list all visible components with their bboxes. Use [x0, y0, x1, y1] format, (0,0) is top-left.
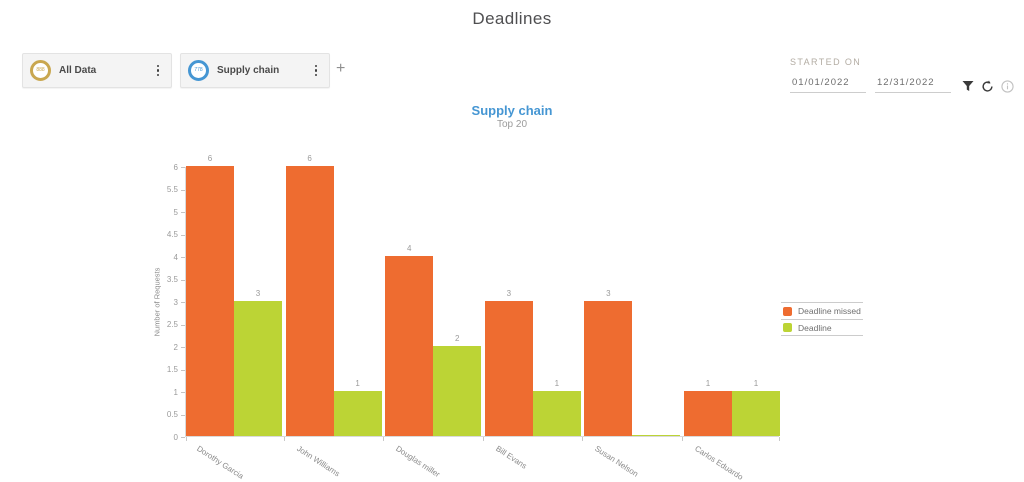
y-axis-tick-mark: [181, 437, 185, 438]
kebab-menu-icon[interactable]: [152, 62, 165, 80]
y-axis-tick-label: 3.5: [166, 275, 178, 284]
x-axis-category-label: Susan Nelson: [593, 444, 641, 479]
y-axis-tick-label: 1.5: [166, 365, 178, 374]
bar-value-label: 4: [406, 244, 412, 253]
filter-card-label: All Data: [59, 65, 97, 76]
bar-chart-plot: 6 3 Dorothy Garcia 6 1 John Williams 4 2 Douglas…: [185, 154, 780, 482]
end-date-input[interactable]: [875, 77, 951, 93]
legend-item-label: Deadline missed: [798, 306, 861, 316]
y-axis-tick-label: 1: [173, 387, 178, 397]
page-title: Deadlines: [472, 9, 552, 28]
bar-deadline[interactable]: [234, 301, 282, 436]
bar-value-label: 3: [606, 289, 611, 298]
y-axis-tick-label: 0.5: [166, 410, 178, 419]
y-axis-tick-label: 4.5: [166, 230, 178, 239]
bar-deadline[interactable]: [433, 346, 482, 436]
legend-item[interactable]: Deadline: [781, 319, 863, 336]
y-axis-tick-label: 0: [173, 432, 178, 442]
refresh-icon[interactable]: [981, 80, 994, 93]
all-data-count-donut: 888: [30, 60, 51, 81]
x-axis-tick-mark: [283, 437, 285, 441]
x-axis-category-label: Douglas miller: [394, 444, 442, 480]
filter-funnel-icon[interactable]: [962, 80, 974, 92]
bar-value-label: 3: [506, 289, 512, 298]
filter-card-supply-chain[interactable]: 778 Supply chain: [180, 53, 330, 88]
x-axis-tick-mark: [682, 437, 683, 441]
x-axis-category-label: Bill Evans: [493, 444, 529, 471]
legend-swatch: [783, 306, 792, 316]
supply-chain-count-donut: 778: [188, 60, 209, 81]
y-axis-tick-label: 3: [173, 297, 178, 307]
bar-value-label: 1: [705, 379, 711, 388]
x-axis-tick-mark: [779, 437, 780, 441]
y-axis-tick-mark: [181, 392, 185, 393]
bar-deadline[interactable]: [532, 391, 581, 436]
y-axis-tick-mark: [181, 212, 185, 213]
y-axis-tick-mark: [181, 414, 185, 416]
x-axis-category-label: Dorothy Garcia: [195, 444, 246, 481]
bar-deadline-missed[interactable]: [285, 166, 334, 436]
y-axis-tick-label: 2: [173, 342, 178, 352]
x-axis-tick-mark: [582, 437, 584, 441]
y-axis-tick-label: 6: [173, 162, 178, 172]
y-axis-tick-label: 5: [173, 207, 178, 217]
bar-deadline-missed[interactable]: [186, 166, 234, 436]
y-axis-tick-mark: [181, 302, 185, 303]
y-axis-tick-mark: [181, 279, 185, 281]
bar-value-label: 6: [207, 154, 213, 163]
bar-value-label: 1: [554, 379, 560, 388]
start-date-input[interactable]: [790, 77, 866, 93]
add-filter-button[interactable]: +: [336, 60, 346, 77]
y-axis-tick-mark: [181, 167, 185, 168]
chart-legend: Deadline missed Deadline: [781, 302, 863, 336]
y-axis-tick-mark: [181, 324, 185, 326]
bar-deadline-missed[interactable]: [584, 301, 633, 436]
x-axis-tick-mark: [383, 437, 385, 441]
y-axis-tick-mark: [181, 347, 185, 348]
chart-area: Number of Requests 6 3 Dorothy Garcia 6 1 Joh…: [153, 154, 863, 482]
y-axis-tick-mark: [181, 257, 185, 258]
x-axis-tick-mark: [482, 437, 484, 441]
legend-item-label: Deadline: [798, 322, 832, 333]
x-axis-category-label: John Williams: [294, 444, 341, 479]
filter-card-label: Supply chain: [217, 65, 280, 76]
bar-deadline[interactable]: [732, 391, 780, 436]
y-axis-tick-mark: [181, 189, 185, 191]
info-icon[interactable]: [1001, 80, 1014, 93]
y-axis-tick-label: 5.5: [166, 185, 178, 194]
y-axis-tick-label: 2.5: [166, 320, 178, 329]
started-on-label: STARTED ON: [790, 57, 862, 67]
chart-title: Supply chain: [471, 103, 553, 118]
y-axis-tick-mark: [181, 369, 185, 371]
bar-deadline-missed[interactable]: [684, 391, 732, 436]
bar-deadline-missed[interactable]: [385, 256, 434, 436]
y-axis-tick-label: 4: [173, 252, 178, 262]
bar-deadline[interactable]: [632, 435, 681, 436]
bar-value-label: 1: [753, 379, 759, 388]
kebab-menu-icon[interactable]: [310, 62, 323, 80]
legend-item[interactable]: Deadline missed: [781, 302, 863, 319]
bar-value-label: 6: [307, 154, 312, 163]
filter-card-all-data[interactable]: 888 All Data: [22, 53, 172, 88]
bar-deadline-missed[interactable]: [484, 301, 533, 436]
chart-subtitle: Top 20: [496, 119, 528, 130]
x-axis-tick-mark: [186, 437, 187, 441]
bar-value-label: 3: [255, 289, 261, 298]
legend-swatch: [783, 323, 792, 332]
bar-deadline[interactable]: [333, 391, 382, 436]
bar-value-label: 1: [355, 379, 360, 388]
x-axis-category-label: Carlos Eduardo: [693, 444, 745, 482]
bar-value-label: 2: [454, 334, 460, 343]
y-axis-tick-mark: [181, 234, 185, 236]
